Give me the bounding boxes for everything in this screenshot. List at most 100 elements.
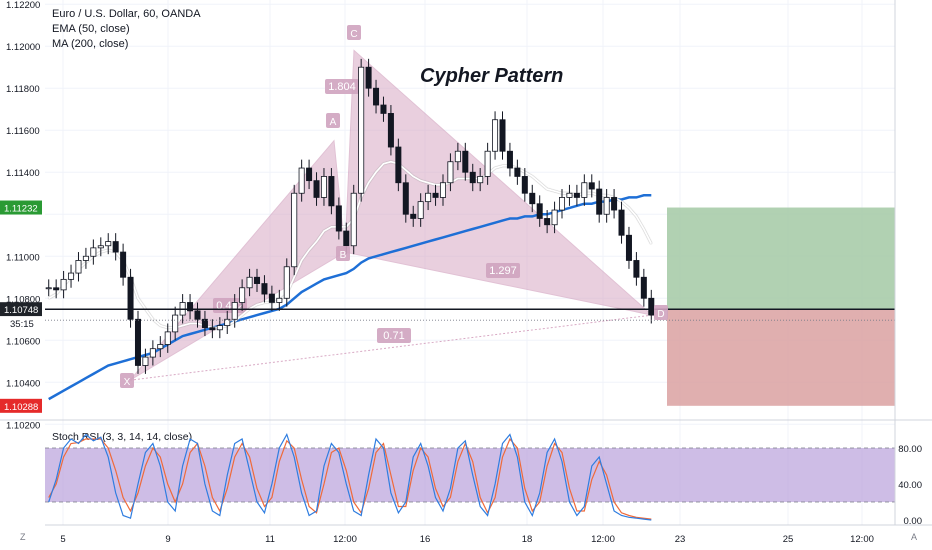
candle-body	[425, 192, 432, 203]
candle-body	[45, 287, 52, 290]
candle-body	[484, 150, 491, 177]
take-profit-zone[interactable]	[667, 207, 895, 310]
pattern-point-b: B	[336, 246, 350, 261]
svg-text:X: X	[124, 377, 131, 388]
candle-body	[633, 260, 640, 278]
candle-body	[75, 260, 82, 274]
candle-body	[239, 287, 246, 303]
candle-body	[469, 171, 476, 184]
pattern-point-x: X	[120, 373, 134, 388]
price-axis-label: 1.10600	[6, 336, 40, 347]
candle-body	[120, 251, 127, 278]
rsi-axis-label: 40.00	[898, 480, 922, 491]
candle-body	[291, 192, 298, 268]
candle-body	[521, 176, 528, 194]
time-axis-label: 12:00	[850, 534, 874, 545]
annotation-title[interactable]: Cypher Pattern	[420, 65, 563, 87]
stop-loss-zone[interactable]	[667, 309, 895, 406]
candle-body	[97, 245, 104, 249]
ma-200-line	[48, 194, 652, 401]
candle-body	[447, 161, 454, 184]
candle-body	[544, 218, 551, 226]
candle-body	[201, 318, 208, 329]
time-axis[interactable]: 5 9 11 12:00 16 18 12:00 23 25 12:00	[60, 534, 874, 545]
stoch-k-line	[48, 433, 652, 521]
ma-legend[interactable]: MA (200, close)	[52, 38, 129, 50]
candle-body	[328, 176, 335, 207]
zoom-button[interactable]: Z	[20, 532, 26, 542]
candle-body	[298, 167, 305, 194]
candle-body	[588, 182, 595, 190]
candle-body	[477, 176, 484, 184]
price-axis-label: 1.10400	[6, 378, 40, 389]
price-axis-label: 1.11800	[6, 84, 40, 95]
candle-body	[53, 287, 60, 291]
candle-body	[618, 209, 625, 236]
candle-body	[306, 167, 313, 182]
rsi-axis-label: 80.00	[898, 444, 922, 455]
candle-body	[313, 180, 320, 198]
candle-body	[68, 272, 75, 280]
stoch-rsi-panel: Stoch RSI (3, 3, 14, 14, close) 80.00 40.0…	[45, 431, 922, 527]
time-axis-label: 25	[783, 534, 794, 545]
candle-body	[60, 278, 67, 291]
candle-body	[559, 197, 566, 211]
price-axis-label: 1.11000	[6, 252, 40, 263]
ema-legend[interactable]: EMA (50, close)	[52, 23, 130, 35]
symbol-title[interactable]: Euro / U.S. Dollar, 60, OANDA	[52, 8, 201, 20]
time-axis-label: 18	[522, 534, 533, 545]
pattern-point-d: D	[654, 305, 668, 320]
candlestick-series	[45, 58, 655, 374]
take-profit-price-tag: 1.11232	[0, 200, 42, 215]
svg-text:0.71: 0.71	[383, 330, 404, 342]
candle-body	[246, 276, 253, 289]
candle-body	[335, 205, 342, 232]
candle-body	[276, 297, 283, 303]
time-axis-label: 23	[675, 534, 686, 545]
pattern-point-c: C	[347, 25, 361, 40]
ema-50-line	[48, 160, 653, 329]
ratio-label-xc_d: 0.71	[377, 328, 411, 343]
current-price-tag: 1.10748	[0, 302, 42, 317]
candle-body	[529, 192, 536, 205]
candle-body	[492, 119, 499, 152]
candle-body	[395, 146, 402, 184]
candle-body	[172, 314, 179, 333]
time-axis-label: 12:00	[591, 534, 615, 545]
price-axis[interactable]: 1.12200 1.12000 1.11800 1.11600 1.11400 1.110…	[0, 0, 42, 431]
stop-loss-price-tag: 1.10288	[0, 398, 42, 413]
candle-body	[209, 327, 216, 331]
svg-text:C: C	[350, 29, 357, 40]
candle-body	[611, 197, 618, 211]
candle-body	[536, 203, 543, 219]
candle-body	[417, 201, 424, 219]
price-axis-label: 1.10200	[6, 420, 40, 431]
auto-scale-button[interactable]: A	[911, 532, 917, 542]
price-axis-label: 1.10800	[6, 294, 40, 305]
candle-body	[410, 213, 417, 219]
candle-body	[261, 283, 268, 295]
candle-body	[231, 302, 238, 320]
rsi-title[interactable]: Stoch RSI (3, 3, 14, 14, close)	[52, 431, 192, 443]
candle-body	[566, 192, 573, 198]
svg-text:B: B	[340, 250, 347, 261]
price-axis-label: 1.11600	[6, 126, 40, 137]
candle-body	[112, 241, 119, 253]
candle-body	[358, 66, 365, 194]
svg-text:1.297: 1.297	[489, 265, 517, 277]
svg-text:D: D	[657, 309, 664, 320]
candle-body	[462, 150, 469, 173]
candle-body	[105, 241, 112, 247]
stoch-d-line	[48, 437, 652, 520]
candle-body	[157, 344, 164, 350]
candle-body	[432, 192, 439, 198]
candle-body	[439, 182, 446, 198]
candle-body	[320, 176, 327, 198]
price-axis-label: 1.12200	[6, 0, 40, 11]
candle-body	[499, 119, 506, 152]
candle-body	[506, 150, 513, 169]
candle-body	[373, 87, 380, 106]
candle-body	[350, 192, 357, 247]
